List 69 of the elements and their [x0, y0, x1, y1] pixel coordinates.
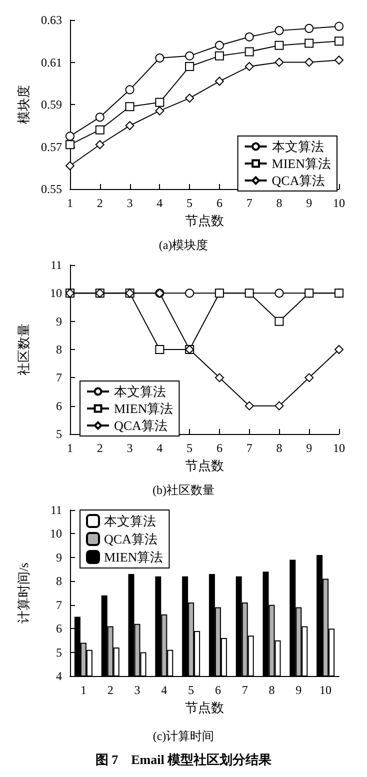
y-tick-label: 10	[50, 526, 62, 541]
y-axis-title: 模块度	[16, 85, 31, 124]
x-tick-label: 4	[161, 683, 168, 697]
text: (c)计算时间	[152, 729, 214, 743]
x-tick-label: 5	[186, 196, 193, 210]
y-tick-label: 7	[56, 598, 62, 612]
y-tick-label: 6	[56, 622, 62, 636]
legend-label: MIEN算法	[114, 401, 174, 416]
y-tick-label: 0.63	[41, 13, 62, 27]
x-tick-label: 8	[276, 196, 282, 210]
x-tick-label: 5	[186, 441, 193, 455]
x-tick-label: 6	[216, 196, 222, 210]
x-axis-title: 节点数	[185, 700, 224, 715]
x-tick-label: 9	[306, 196, 312, 210]
y-tick-label: 8	[56, 574, 62, 588]
legend-label: QCA算法	[272, 173, 326, 188]
y-tick-label: 7	[56, 370, 62, 385]
x-tick-label: 2	[96, 441, 103, 455]
x-tick-label: 7	[246, 196, 252, 210]
x-tick-label: 10	[320, 683, 332, 697]
x-tick-label: 2	[107, 683, 114, 697]
y-tick-label: 5	[56, 645, 62, 660]
y-tick-label: 0.55	[41, 182, 62, 196]
x-axis-title: 节点数	[185, 458, 224, 473]
x-tick-label: 1	[67, 196, 73, 210]
y-tick-label: 8	[56, 342, 62, 356]
x-tick-label: 1	[67, 441, 73, 455]
y-tick-label: 0.61	[41, 55, 62, 70]
x-tick-label: 6	[216, 441, 222, 455]
x-tick-label: 7	[246, 441, 252, 455]
x-tick-label: 5	[188, 683, 194, 697]
legend-label: MIEN算法	[272, 156, 331, 171]
x-tick-label: 10	[333, 196, 345, 210]
legend-label: QCA算法	[114, 418, 168, 433]
y-tick-label: 5	[56, 427, 62, 441]
x-tick-label: 8	[276, 441, 282, 455]
legend-label: QCA算法	[104, 532, 158, 546]
y-tick-label: 11	[50, 503, 62, 517]
x-tick-label: 1	[80, 683, 86, 697]
legend-label: MIEN算法	[104, 550, 164, 564]
x-tick-label: 10	[333, 441, 345, 455]
y-axis-title: 计算时间/s	[16, 562, 31, 624]
legend-label: 本文算法	[104, 514, 156, 528]
y-tick-label: 0.59	[41, 98, 62, 112]
x-tick-label: 3	[126, 441, 133, 455]
x-tick-label: 4	[156, 441, 163, 455]
x-tick-label: 9	[296, 683, 302, 697]
text: (a)模块度	[158, 238, 208, 252]
x-tick-label: 3	[134, 683, 140, 697]
y-tick-label: 4	[56, 669, 62, 683]
x-tick-label: 7	[242, 683, 248, 697]
y-tick-label: 9	[56, 314, 62, 328]
x-tick-label: 2	[96, 196, 103, 210]
text: (b)社区数量	[152, 483, 215, 497]
y-tick-label: 9	[56, 550, 62, 564]
caption: 图 7 Email 模型社区划分结果	[95, 752, 273, 767]
y-axis-title: 社区数量	[16, 324, 31, 376]
x-tick-label: 8	[268, 683, 275, 697]
x-tick-label: 9	[306, 441, 312, 455]
x-tick-label: 4	[156, 196, 163, 210]
x-axis-title: 节点数	[185, 212, 224, 228]
x-tick-label: 6	[214, 683, 221, 697]
y-tick-label: 0.57	[41, 140, 62, 154]
x-tick-label: 3	[126, 196, 133, 210]
y-tick-label: 11	[50, 258, 62, 272]
legend-label: 本文算法	[272, 139, 324, 154]
y-tick-label: 10	[50, 286, 62, 300]
legend-label: 本文算法	[114, 384, 166, 399]
y-tick-label: 6	[56, 398, 62, 413]
